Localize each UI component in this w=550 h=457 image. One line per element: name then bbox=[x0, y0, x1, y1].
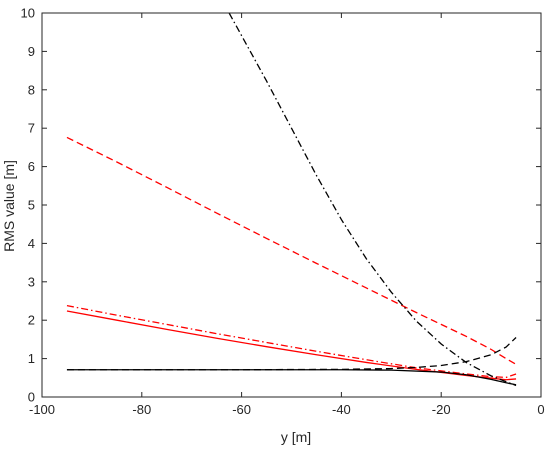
y-tick-label: 1 bbox=[28, 351, 35, 366]
x-tick-label: -60 bbox=[232, 402, 251, 417]
x-tick-label: -40 bbox=[332, 402, 351, 417]
y-tick-label: 3 bbox=[28, 274, 35, 289]
series-line-5 bbox=[66, 337, 517, 371]
series-line-3 bbox=[66, 304, 517, 379]
y-tick-label: 8 bbox=[28, 82, 35, 97]
x-tick-label: -100 bbox=[29, 402, 55, 417]
plot-area bbox=[66, 13, 517, 387]
y-tick-label: 2 bbox=[28, 313, 35, 328]
x-tick-label: 0 bbox=[537, 402, 544, 417]
y-tick-label: 9 bbox=[28, 44, 35, 59]
y-tick-label: 4 bbox=[28, 236, 35, 251]
y-tick-label: 0 bbox=[28, 390, 35, 405]
axes: -100 -80 -60 -40 -20 0 0 1 2 3 4 5 6 7 8 9 10 bbox=[21, 6, 545, 418]
axes-frame bbox=[41, 12, 542, 398]
y-tick-label: 7 bbox=[28, 121, 35, 136]
y-tick-label: 5 bbox=[28, 198, 35, 213]
x-tick-label: -80 bbox=[132, 402, 151, 417]
x-tick-label: -20 bbox=[432, 402, 451, 417]
y-tick-label: 6 bbox=[28, 159, 35, 174]
x-axis-label: y [m] bbox=[281, 429, 311, 445]
y-tick-label: 10 bbox=[21, 6, 35, 21]
series-line-6 bbox=[228, 13, 517, 387]
y-axis-label: RMS value [m] bbox=[1, 160, 17, 252]
series-line-1 bbox=[66, 310, 517, 381]
series-line-2 bbox=[66, 136, 517, 365]
